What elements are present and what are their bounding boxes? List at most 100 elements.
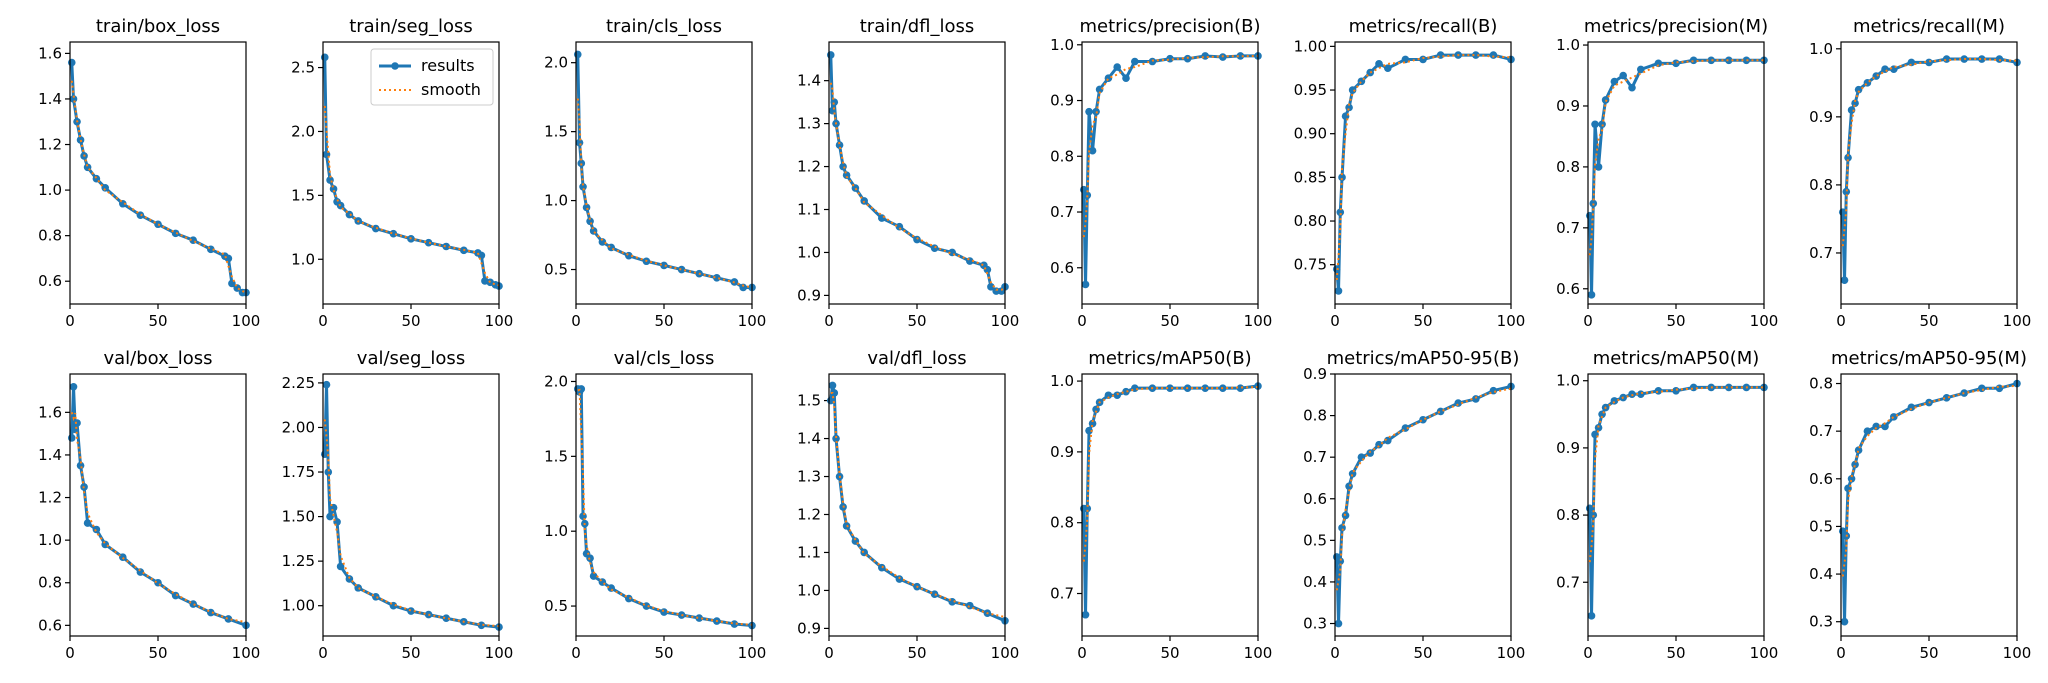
y-tick-label: 0.75: [1294, 256, 1327, 274]
y-tick-label: 0.4: [1303, 573, 1327, 591]
results-point: [660, 261, 668, 270]
results-point: [1672, 386, 1680, 395]
results-point: [1472, 51, 1480, 59]
y-tick-label: 1.5: [544, 447, 568, 465]
x-tick-label: 0: [65, 312, 75, 330]
results-point: [1907, 403, 1916, 412]
results-line: [1082, 54, 1258, 286]
results-point: [1619, 71, 1627, 80]
results-point: [895, 575, 904, 583]
y-tick-label: 0.8: [1556, 506, 1580, 524]
results-point: [589, 572, 598, 580]
results-point: [1113, 63, 1121, 71]
plot-frame: [69, 373, 247, 637]
results-point: [1083, 504, 1092, 513]
results-point: [1942, 394, 1951, 402]
results-point: [1489, 51, 1498, 59]
results-point: [1384, 64, 1392, 72]
plot-frame: [69, 41, 247, 305]
results-point: [1338, 524, 1346, 532]
results-point: [895, 222, 904, 231]
results-point: [1104, 391, 1113, 400]
results-point: [1840, 617, 1849, 626]
y-tick-label: 0.95: [1294, 81, 1327, 99]
x-tick-label: 0: [1583, 312, 1593, 330]
smooth-line: [829, 82, 1006, 291]
y-tick-label: 1.75: [282, 463, 315, 481]
x-tick-label: 0: [824, 644, 834, 662]
results-point: [1725, 383, 1733, 392]
y-tick-label: 0.6: [1809, 470, 1833, 488]
y-tick-label: 1.2: [38, 136, 62, 154]
results-point: [1725, 56, 1733, 65]
y-tick-label: 0.7: [1050, 203, 1074, 221]
x-tick-label: 50: [1160, 312, 1179, 330]
panel-metrics-map50-b: metrics/mAP50(B) 0.7 0.8 0.9 1.0 0 50 100: [1050, 348, 1272, 662]
results-point: [1591, 120, 1599, 129]
panel-metrics-precision-b: metrics/precision(B) 0.6 0.7 0.8 0.9 1.0 0 50 10…: [1050, 16, 1272, 330]
results-point: [1978, 55, 1986, 63]
results-point: [71, 425, 80, 434]
results-point: [1401, 55, 1410, 64]
smooth-line: [1082, 54, 1259, 238]
smooth-line: [70, 412, 247, 624]
y-tick-label: 1.50: [282, 508, 315, 526]
y-tick-label: 0.8: [1809, 375, 1833, 393]
panel-title: metrics/recall(B): [1349, 16, 1498, 37]
legend-box: [370, 48, 494, 106]
x-tick-label: 50: [654, 312, 673, 330]
y-tick-label: 1.2: [797, 158, 821, 176]
y-tick-label: 2.0: [544, 372, 568, 390]
results-point: [1375, 60, 1383, 68]
y-tick-label: 1.0: [1809, 40, 1833, 58]
y-tick-label: 0.7: [1809, 422, 1833, 440]
results-point: [851, 184, 860, 192]
results-line: [576, 54, 752, 289]
y-tick-label: 0.85: [1294, 168, 1327, 186]
plot-frame: [1334, 41, 1512, 305]
x-tick-label: 0: [65, 644, 75, 662]
y-tick-label: 0.8: [38, 227, 62, 245]
x-tick-label: 0: [824, 312, 834, 330]
panel-title: metrics/mAP50(M): [1593, 348, 1760, 369]
results-line: [1588, 58, 1764, 297]
x-tick-label: 0: [1330, 644, 1340, 662]
smooth-line: [576, 98, 753, 289]
panel-val-seg-loss: val/seg_loss 1.00 1.25 1.50 1.75 2.00 2.25 0 50 1…: [282, 348, 514, 662]
y-tick-label: 1.3: [797, 115, 821, 133]
results-line: [1588, 385, 1764, 618]
legend: results smooth: [370, 48, 494, 106]
smooth-line: [1082, 386, 1259, 562]
x-tick-label: 50: [148, 312, 167, 330]
results-point: [1598, 120, 1606, 129]
results-line: [1082, 384, 1259, 617]
results-point: [1419, 55, 1427, 64]
y-tick-label: 1.0: [544, 192, 568, 210]
results-point: [878, 563, 886, 572]
x-tick-label: 50: [907, 312, 926, 330]
results-point: [878, 214, 886, 222]
x-tick-label: 100: [1244, 312, 1273, 330]
y-tick-label: 0.9: [1809, 108, 1833, 126]
results-point: [320, 450, 329, 459]
plot-frame: [575, 373, 753, 637]
y-tick-label: 0.8: [1050, 147, 1074, 165]
x-tick-label: 100: [2003, 644, 2032, 662]
y-tick-label: 1.0: [291, 250, 315, 268]
y-tick-label: 0.9: [1050, 92, 1074, 110]
y-tick-label: 1.2: [38, 489, 62, 507]
results-point: [660, 608, 668, 616]
results-point: [1345, 103, 1353, 112]
panel-metrics-map50-95-b: metrics/mAP50-95(B) 0.3 0.4 0.5 0.6 0.7 0.8 0.9…: [1303, 348, 1525, 662]
y-tick-label: 1.0: [1556, 36, 1580, 54]
results-point: [1654, 59, 1663, 68]
results-point: [1166, 384, 1174, 392]
panel-train-cls-loss: train/cls_loss 0.5 1.0 1.5 2.0 0 50 100: [544, 16, 766, 330]
results-point: [407, 607, 415, 615]
panel-title: train/seg_loss: [349, 16, 473, 37]
x-tick-label: 100: [232, 644, 261, 662]
results-point: [372, 592, 380, 601]
y-tick-label: 0.6: [1050, 259, 1074, 277]
results-point: [1122, 387, 1130, 396]
